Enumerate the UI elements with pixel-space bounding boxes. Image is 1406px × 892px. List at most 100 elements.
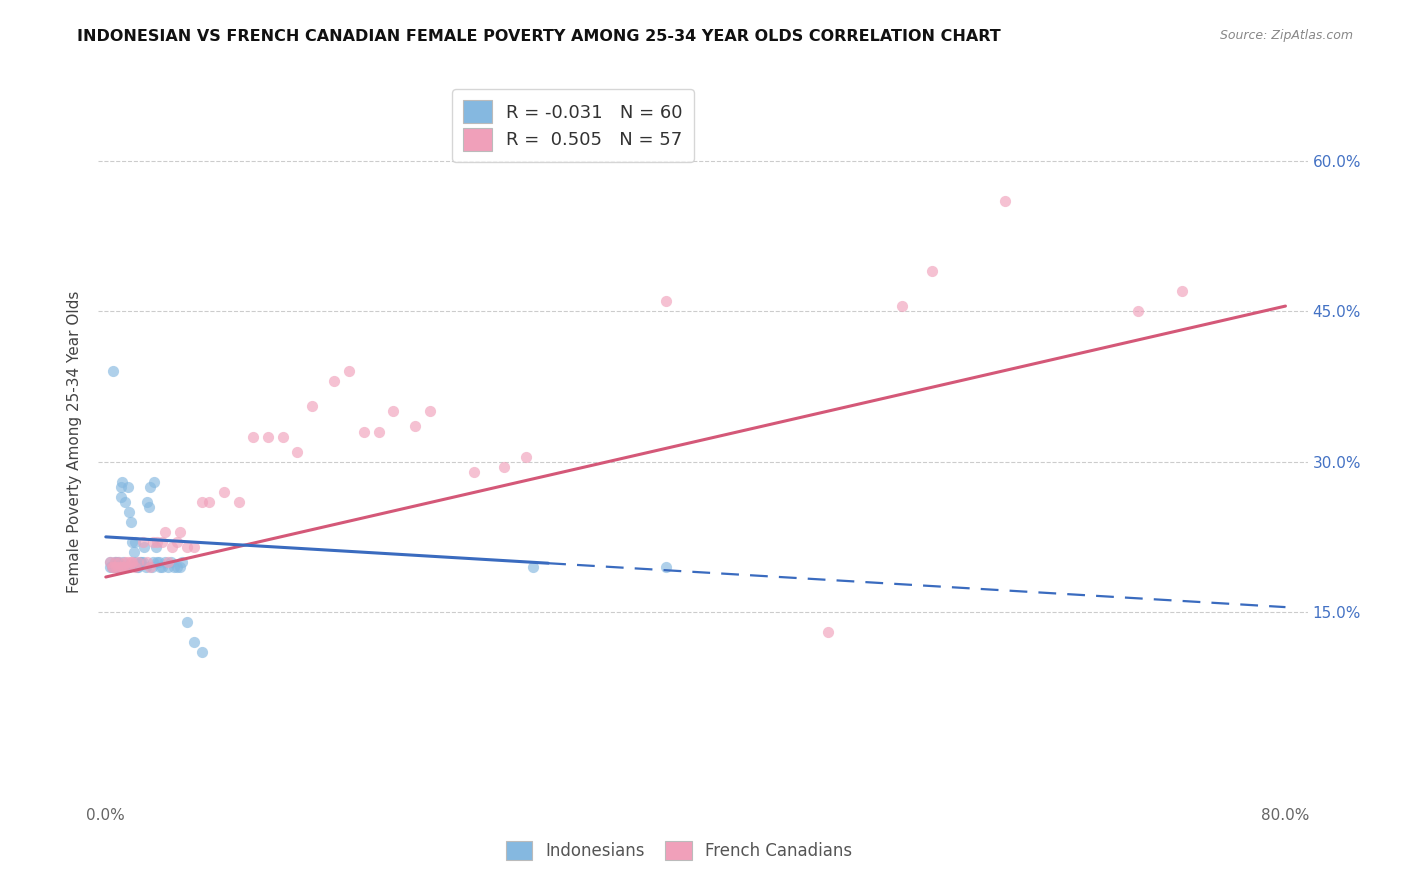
Point	[104, 555, 127, 569]
Point	[891, 299, 914, 313]
Point	[337, 364, 360, 378]
Point	[1126, 304, 1149, 318]
Point	[117, 480, 139, 494]
Point	[169, 560, 191, 574]
Point	[120, 515, 142, 529]
Point	[101, 364, 124, 378]
Point	[110, 490, 132, 504]
Point	[117, 560, 139, 574]
Point	[141, 560, 163, 574]
Point	[257, 429, 280, 443]
Point	[492, 459, 515, 474]
Point	[107, 555, 129, 569]
Point	[110, 560, 132, 574]
Point	[115, 560, 138, 574]
Point	[110, 480, 132, 494]
Point	[111, 560, 134, 574]
Point	[162, 560, 184, 574]
Point	[655, 294, 678, 309]
Point	[111, 475, 134, 489]
Point	[150, 535, 173, 549]
Point	[166, 535, 188, 549]
Point	[463, 465, 485, 479]
Point	[142, 535, 165, 549]
Point	[112, 555, 135, 569]
Point	[105, 560, 128, 574]
Point	[124, 555, 146, 569]
Point	[107, 560, 129, 574]
Point	[108, 555, 131, 569]
Point	[323, 375, 346, 389]
Point	[117, 560, 139, 574]
Point	[100, 560, 122, 574]
Point	[153, 555, 176, 569]
Point	[121, 535, 143, 549]
Point	[136, 555, 159, 569]
Text: Source: ZipAtlas.com: Source: ZipAtlas.com	[1219, 29, 1353, 43]
Point	[353, 425, 375, 439]
Text: INDONESIAN VS FRENCH CANADIAN FEMALE POVERTY AMONG 25-34 YEAR OLDS CORRELATION C: INDONESIAN VS FRENCH CANADIAN FEMALE POV…	[77, 29, 1001, 45]
Point	[271, 429, 294, 443]
Point	[122, 545, 145, 559]
Point	[131, 555, 153, 569]
Point	[228, 494, 250, 508]
Point	[124, 560, 146, 574]
Point	[127, 560, 149, 574]
Point	[145, 540, 167, 554]
Point	[148, 555, 170, 569]
Point	[98, 555, 121, 569]
Point	[190, 645, 212, 659]
Point	[382, 404, 405, 418]
Point	[118, 560, 141, 574]
Point	[138, 500, 160, 514]
Point	[166, 560, 188, 574]
Point	[183, 635, 205, 649]
Point	[159, 555, 181, 569]
Point	[212, 484, 235, 499]
Point	[655, 560, 678, 574]
Point	[136, 494, 159, 508]
Point	[105, 555, 128, 569]
Point	[129, 555, 152, 569]
Point	[131, 535, 153, 549]
Point	[110, 560, 132, 574]
Point	[104, 555, 127, 569]
Point	[108, 560, 131, 574]
Point	[112, 560, 135, 574]
Point	[117, 555, 139, 569]
Point	[112, 560, 135, 574]
Point	[143, 475, 166, 489]
Point	[108, 560, 131, 574]
Point	[139, 560, 162, 574]
Point	[115, 560, 138, 574]
Y-axis label: Female Poverty Among 25-34 Year Olds: Female Poverty Among 25-34 Year Olds	[67, 291, 83, 592]
Point	[522, 560, 544, 574]
Point	[146, 535, 169, 549]
Point	[150, 560, 173, 574]
Point	[101, 560, 124, 574]
Point	[176, 615, 198, 630]
Point	[98, 560, 121, 574]
Point	[419, 404, 441, 418]
Point	[156, 560, 179, 574]
Point	[118, 505, 141, 519]
Point	[169, 524, 191, 539]
Point	[153, 524, 176, 539]
Point	[101, 560, 124, 574]
Point	[198, 494, 221, 508]
Point	[160, 540, 183, 554]
Point	[367, 425, 389, 439]
Point	[124, 535, 146, 549]
Point	[114, 555, 136, 569]
Point	[176, 540, 198, 554]
Point	[515, 450, 537, 464]
Point	[287, 444, 309, 458]
Point	[127, 555, 149, 569]
Point	[242, 429, 264, 443]
Point	[98, 555, 121, 569]
Point	[190, 494, 212, 508]
Point	[128, 555, 150, 569]
Point	[134, 540, 156, 554]
Point	[183, 540, 205, 554]
Point	[114, 494, 136, 508]
